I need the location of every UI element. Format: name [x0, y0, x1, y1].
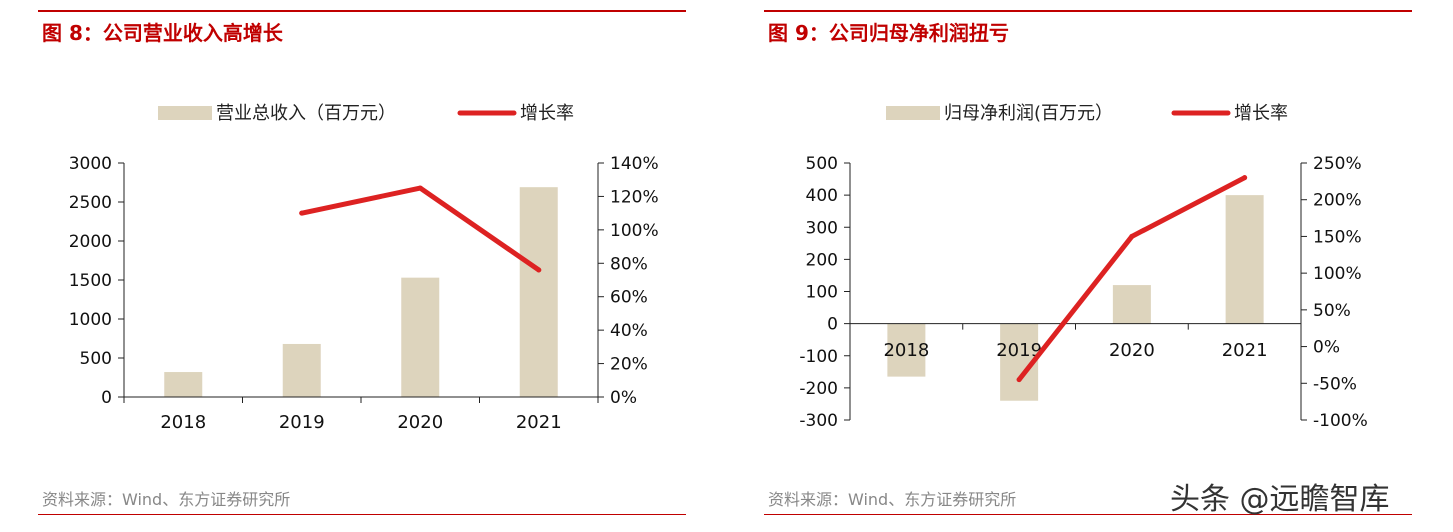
revenue-chart-panel: 图 8：公司营业收入高增长 营业总收入（百万元） 增长率 0 500 1000 1500 2…: [38, 0, 688, 532]
bar-2021: [519, 187, 558, 397]
right-tick-label: 0%: [1313, 338, 1340, 358]
profit-chart-panel: 图 9：公司归母净利润扭亏 归母净利润(百万元） 增长率 -300 -200 -100 0…: [764, 0, 1414, 532]
left-tick-label: 3000: [69, 154, 112, 174]
right-tick-label: 60%: [610, 288, 648, 308]
profit-chart: 归母净利润(百万元） 增长率 -300 -200 -100 0 100 200 300 400 50…: [799, 103, 1368, 431]
left-tick-label: 300: [806, 218, 838, 238]
right-tick-label: 150%: [1313, 227, 1362, 247]
growth-rate-point-2020: [1129, 233, 1135, 239]
category-label-2020: 2020: [397, 412, 443, 433]
left-tick-label: 200: [806, 250, 838, 270]
left-tick-label: 0: [827, 315, 838, 335]
left-tick-label: 2500: [69, 193, 112, 213]
left-tick-label: -200: [799, 379, 838, 399]
watermark: 头条 @远瞻智库: [1170, 482, 1390, 517]
legend-bar-label: 营业总收入（百万元）: [216, 103, 396, 124]
growth-rate-line: [299, 185, 542, 273]
legend-bar-swatch: [158, 106, 212, 120]
left-tick-label: 1000: [69, 310, 112, 330]
left-tick-label: -300: [799, 411, 838, 431]
bar-2020: [401, 277, 440, 397]
bottom-rule: [38, 514, 686, 515]
growth-rate-point-2019: [1016, 377, 1022, 383]
category-label-2018: 2018: [883, 340, 929, 361]
left-tick-label: 2000: [69, 232, 112, 252]
bar-2021: [1225, 195, 1264, 324]
left-tick-label: -100: [799, 347, 838, 367]
growth-rate-point-2019: [299, 210, 305, 216]
top-rule: [764, 10, 1412, 12]
source-note: 资料来源：Wind、东方证券研究所: [768, 490, 1017, 509]
left-tick-label: 1500: [69, 271, 112, 291]
right-tick-label: 0%: [610, 388, 637, 408]
left-tick-label: 400: [806, 186, 838, 206]
right-tick-label: 40%: [610, 321, 648, 341]
chart-title: 图 8：公司营业收入高增长: [42, 21, 283, 45]
right-tick-label: 50%: [1313, 301, 1351, 321]
right-tick-label: 100%: [610, 221, 659, 241]
source-note: 资料来源：Wind、东方证券研究所: [42, 490, 291, 509]
right-tick-label: -100%: [1313, 411, 1368, 431]
growth-rate-point-2021: [1242, 175, 1248, 181]
left-tick-label: 0: [101, 388, 112, 408]
legend-bar-label: 归母净利润(百万元）: [944, 103, 1113, 124]
legend-line-label: 增长率: [1234, 103, 1288, 124]
right-tick-label: 100%: [1313, 264, 1362, 284]
left-tick-label: 100: [806, 283, 838, 303]
left-tick-label: 500: [806, 154, 838, 174]
right-tick-label: 20%: [610, 355, 648, 375]
category-label-2019: 2019: [279, 412, 325, 433]
right-tick-label: 250%: [1313, 154, 1362, 174]
left-tick-label: 500: [80, 349, 112, 369]
category-label-2018: 2018: [160, 412, 206, 433]
legend-line-label: 增长率: [520, 103, 574, 124]
bar-2018: [887, 323, 926, 377]
category-label-2019: 2019: [996, 340, 1042, 361]
legend-bar-swatch: [886, 106, 940, 120]
bar-2020: [1112, 285, 1151, 324]
right-tick-label: 120%: [610, 187, 659, 207]
category-label-2021: 2021: [1222, 340, 1268, 361]
top-rule: [38, 10, 686, 12]
revenue-chart: 营业总收入（百万元） 增长率 0 500 1000 1500 2000 2500 3000 0% 2…: [69, 103, 659, 433]
right-tick-label: -50%: [1313, 374, 1357, 394]
bar-2018: [164, 372, 203, 397]
growth-rate-point-2020: [417, 185, 423, 191]
right-tick-label: 140%: [610, 154, 659, 174]
bar-2019: [282, 343, 321, 397]
growth-rate-point-2021: [536, 267, 542, 273]
category-label-2020: 2020: [1109, 340, 1155, 361]
category-label-2021: 2021: [516, 412, 562, 433]
right-tick-label: 80%: [610, 254, 648, 274]
bottom-rule: [764, 514, 1412, 515]
chart-title: 图 9：公司归母净利润扭亏: [768, 21, 1009, 45]
right-tick-label: 200%: [1313, 191, 1362, 211]
